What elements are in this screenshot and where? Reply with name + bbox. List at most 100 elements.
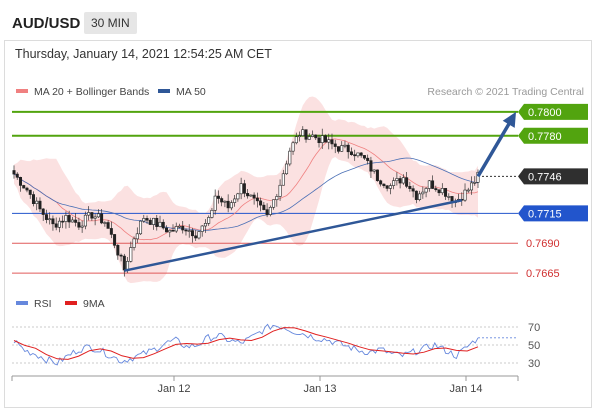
candle-body <box>51 218 55 225</box>
candle-body <box>48 218 52 221</box>
candle-body <box>320 135 324 144</box>
candle-body <box>444 188 448 197</box>
credit-text: Research © 2021 Trading Central <box>427 86 584 98</box>
ma20-legend-label: MA 20 + Bollinger Bands <box>34 86 149 98</box>
candle-body <box>405 177 409 187</box>
x-axis: Jan 12 Jan 13 Jan 14 <box>11 376 519 395</box>
candle-body <box>148 219 152 225</box>
candle-body <box>298 135 302 138</box>
candle-body <box>411 188 415 192</box>
candle-body <box>96 213 100 218</box>
candle-body <box>80 225 84 228</box>
candle-body <box>275 196 279 201</box>
rsi-line <box>13 323 479 366</box>
candle-body <box>203 223 207 227</box>
candle-body <box>336 146 340 152</box>
candle-body <box>349 151 353 155</box>
timeframe-badge[interactable]: 30 MIN <box>84 12 137 34</box>
chart-timestamp: Thursday, January 14, 2021 12:54:25 AM C… <box>15 47 272 61</box>
candle-body <box>38 200 42 210</box>
candle-body <box>265 209 269 215</box>
candle-body <box>174 226 178 232</box>
candle-body <box>67 215 71 223</box>
rsi-ma-legend-label: 9MA <box>83 298 105 310</box>
candle-body <box>145 218 149 221</box>
level-tag-0 <box>518 103 588 120</box>
candle-body <box>301 129 305 136</box>
candle-body <box>236 193 240 200</box>
candle-body <box>382 183 386 187</box>
candle-body <box>90 212 94 219</box>
x-tick-label: Jan 14 <box>449 383 482 395</box>
candle-body <box>343 144 347 147</box>
candle-body <box>307 136 311 140</box>
candle-body <box>31 194 35 204</box>
candle-body <box>106 222 110 229</box>
candle-body <box>304 129 308 140</box>
candle-body <box>366 157 370 161</box>
candle-body <box>333 143 337 147</box>
candle-body <box>226 200 230 209</box>
candle-body <box>268 206 272 215</box>
candle-body <box>408 186 412 189</box>
candle-body <box>93 216 97 219</box>
rsi-level-label-1: 50 <box>528 340 540 352</box>
level-label-2: 0.7715 <box>528 208 562 220</box>
candle-body <box>249 194 253 197</box>
candle-body <box>165 227 169 233</box>
candle-body <box>414 190 418 200</box>
candle-body <box>122 255 126 271</box>
candle-body <box>353 154 357 157</box>
candle-body <box>213 195 217 211</box>
candle-body <box>431 180 435 189</box>
candle-body <box>359 152 363 156</box>
candle-body <box>158 221 162 227</box>
ma50-legend-swatch <box>158 89 170 93</box>
trendline <box>124 199 463 272</box>
candle-body <box>392 180 396 186</box>
candle-body <box>119 254 123 257</box>
candle-body <box>294 136 298 144</box>
candle-body <box>161 221 165 229</box>
current-price-label: 0.7746 <box>528 171 562 183</box>
candle-body <box>440 188 444 194</box>
candle-body <box>18 176 22 186</box>
ma20-legend-swatch <box>16 89 28 93</box>
candle-body <box>330 139 334 145</box>
candle-body <box>61 220 65 223</box>
rsi-legend-swatch <box>16 301 28 305</box>
candle-body <box>83 214 87 227</box>
rsi-area: 70 50 30 <box>12 322 540 370</box>
candle-body <box>281 173 285 186</box>
candle-body <box>142 218 146 222</box>
candle-body <box>246 193 250 197</box>
candle-body <box>129 247 133 262</box>
x-tick-label: Jan 12 <box>157 383 190 395</box>
level-label-0: 0.7800 <box>528 107 562 119</box>
forecast-arrow-head <box>502 111 516 128</box>
candle-body <box>35 200 39 204</box>
candle-body <box>113 234 117 246</box>
candle-body <box>372 169 376 172</box>
x-tick-label: Jan 13 <box>303 383 336 395</box>
candle-body <box>200 225 204 232</box>
candle-body <box>139 220 143 235</box>
candle-body <box>311 134 315 137</box>
candle-body <box>285 163 289 175</box>
forecast-arrow-shaft <box>476 119 513 178</box>
rsi-ma-legend-swatch <box>65 301 77 305</box>
candle-body <box>41 208 45 215</box>
candle-body <box>340 145 344 152</box>
ma20-line <box>13 138 479 241</box>
bollinger-band <box>14 96 478 284</box>
candle-body <box>398 178 402 184</box>
candle-body <box>421 191 425 195</box>
candle-body <box>54 223 58 228</box>
candle-body <box>278 184 282 197</box>
candle-body <box>262 204 266 210</box>
candle-body <box>77 222 81 228</box>
candle-body <box>28 189 32 195</box>
current-price-tag <box>518 168 588 185</box>
candle-body <box>171 230 175 232</box>
candle-body <box>194 235 198 239</box>
